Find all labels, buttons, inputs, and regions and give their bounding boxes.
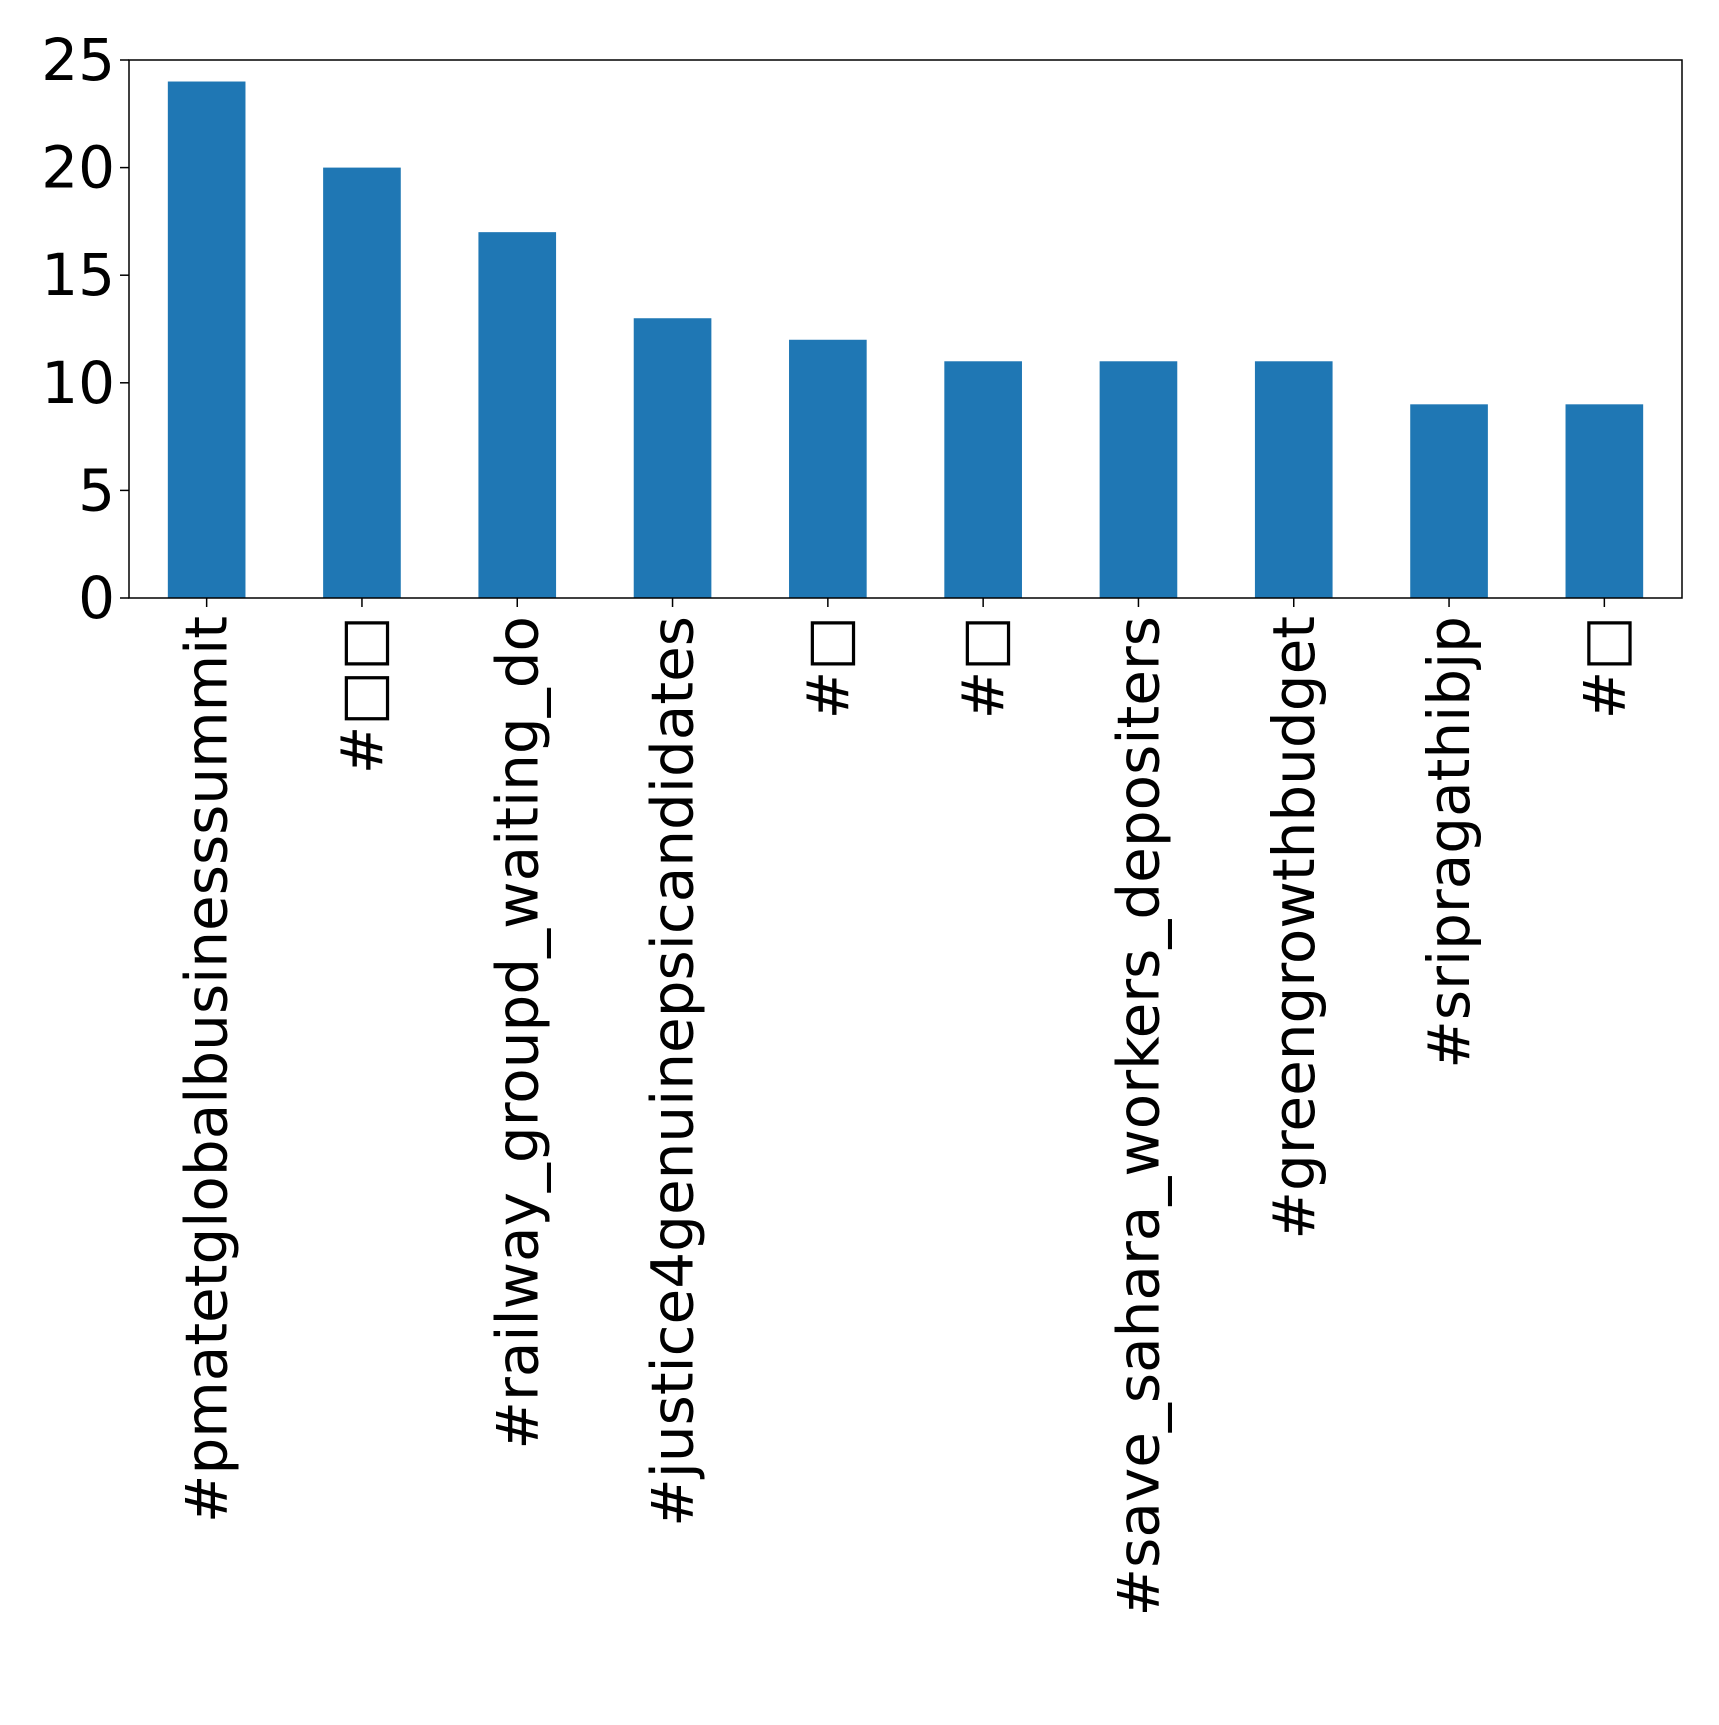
x-tick-label: #□ <box>949 616 1017 719</box>
bar-9 <box>1410 404 1488 598</box>
y-tick-label: 10 <box>41 349 115 417</box>
bar-5 <box>789 339 867 598</box>
bar-4 <box>633 318 712 598</box>
x-tick-label: #sripragathibjp <box>1415 616 1483 1069</box>
x-tick-label: #□□ <box>328 616 396 774</box>
bar-3 <box>478 232 557 598</box>
bars-group <box>167 81 1644 598</box>
y-tick-label: 20 <box>41 134 115 202</box>
y-tick-label: 5 <box>78 456 115 524</box>
y-tick-label: 25 <box>41 26 115 94</box>
bar-7 <box>1099 361 1178 598</box>
x-tick-label: #□ <box>1570 616 1638 719</box>
bar-1 <box>167 81 246 598</box>
bar-6 <box>944 361 1022 598</box>
y-tick-label: 15 <box>41 241 115 309</box>
bar-2 <box>323 167 401 598</box>
x-tick-label: #railway_groupd_waiting_do <box>483 616 551 1450</box>
y-axis: 0 5 10 15 20 25 <box>41 26 129 632</box>
x-tick-label: #save_sahara_workers_depositers <box>1104 616 1172 1616</box>
x-tick-label: #□ <box>794 616 862 719</box>
bar-10 <box>1565 404 1644 598</box>
x-axis: #pmatetglobalbusinesssummit #□□ #railway_g… <box>173 598 1638 1616</box>
x-tick-label: #pmatetglobalbusinesssummit <box>173 616 241 1523</box>
bar-8 <box>1254 361 1333 598</box>
plot-frame <box>128 59 1683 599</box>
x-tick-label: #greengrowthbudget <box>1260 616 1328 1240</box>
x-tick-label: #justice4genuinepsicandidates <box>639 616 707 1527</box>
y-tick-label: 0 <box>78 564 115 632</box>
